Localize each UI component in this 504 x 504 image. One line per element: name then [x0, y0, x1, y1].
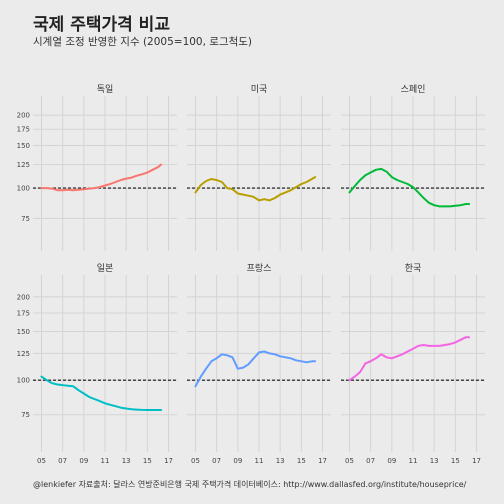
x-tick-label: 17	[318, 457, 327, 465]
y-tick-label: 150	[17, 142, 30, 150]
y-tick-label: 175	[17, 309, 30, 317]
x-tick-label: 05	[345, 457, 354, 465]
x-tick-label: 05	[191, 457, 200, 465]
y-tick-label: 200	[17, 112, 30, 120]
x-tick-label: 15	[143, 457, 152, 465]
facet-strip	[33, 81, 177, 96]
y-tick-label: 75	[21, 411, 30, 419]
x-tick-label: 17	[164, 457, 173, 465]
x-tick-label: 13	[122, 457, 131, 465]
x-tick-label: 11	[101, 457, 110, 465]
x-tick-label: 15	[451, 457, 460, 465]
x-tick-label: 11	[409, 457, 418, 465]
series-line-2	[348, 167, 471, 208]
x-tick-label: 07	[366, 457, 375, 465]
facet-label: 미국	[251, 84, 268, 95]
y-tick-label: 175	[17, 126, 30, 134]
chart-title: 국제 주택가격 비교	[33, 15, 170, 35]
facet-label: 일본	[97, 263, 114, 274]
series-line-1	[194, 176, 317, 202]
series-line-4	[194, 350, 317, 388]
x-tick-label: 13	[430, 457, 439, 465]
x-tick-label: 09	[79, 457, 88, 465]
x-tick-label: 09	[387, 457, 396, 465]
facet-label: 한국	[405, 263, 422, 274]
x-tick-label: 09	[233, 457, 242, 465]
facet-strip	[187, 81, 331, 96]
y-tick-label: 200	[17, 293, 30, 301]
facet-label: 스페인	[401, 84, 426, 95]
chart-subtitle: 시계열 조정 반영한 지수 (2005=100, 로그척도)	[33, 36, 253, 48]
series-line-0	[40, 163, 163, 192]
facet-strip	[187, 260, 331, 275]
y-tick-label: 125	[17, 350, 30, 358]
y-tick-label: 100	[17, 185, 30, 193]
facet-label: 프랑스	[247, 262, 272, 274]
y-tick-label: 75	[21, 215, 30, 223]
x-tick-label: 11	[255, 457, 264, 465]
series-line-3	[40, 375, 163, 411]
x-tick-label: 07	[212, 457, 221, 465]
facet-label: 독일	[97, 84, 114, 95]
chart-caption: @lenkiefer 자료출처: 달라스 연방준비은행 국제 주택가격 데이터베…	[33, 480, 467, 489]
y-tick-label: 150	[17, 328, 30, 336]
facet-strip	[341, 260, 485, 275]
x-tick-label: 15	[297, 457, 306, 465]
x-tick-label: 13	[276, 457, 285, 465]
y-tick-label: 100	[17, 377, 30, 385]
x-tick-label: 07	[58, 457, 67, 465]
y-tick-label: 125	[17, 161, 30, 169]
x-tick-label: 17	[472, 457, 481, 465]
facet-strip	[341, 81, 485, 96]
series-line-5	[348, 336, 471, 382]
x-tick-label: 05	[37, 457, 46, 465]
facet-strip	[33, 260, 177, 275]
